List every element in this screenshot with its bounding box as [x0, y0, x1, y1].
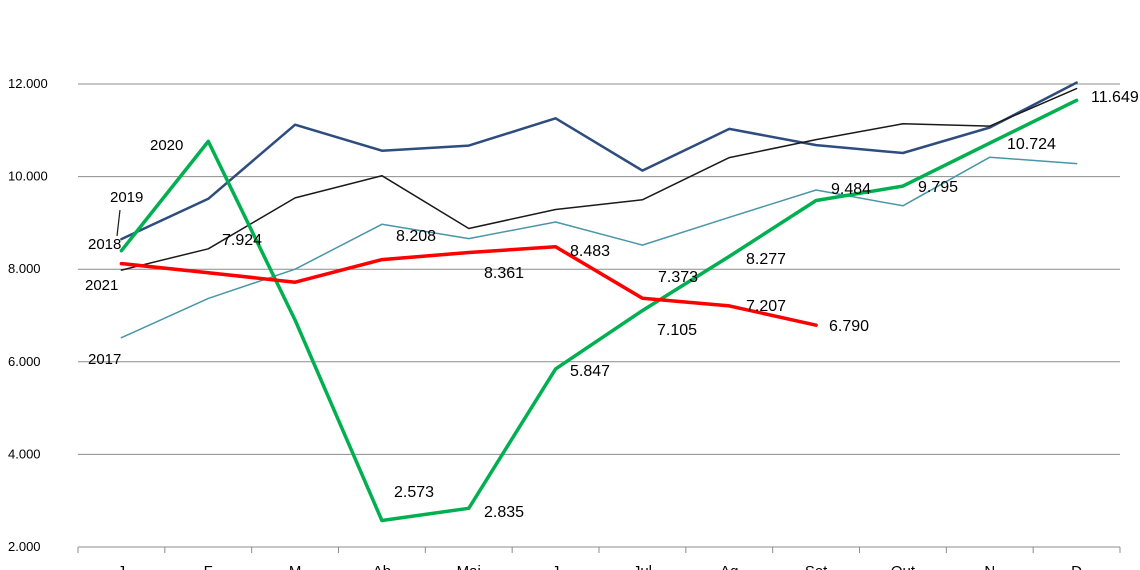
x-tick-label: F [204, 563, 213, 570]
series-line-2018 [120, 81, 1078, 241]
series-line-2021 [119, 245, 818, 327]
x-tick-label: J [552, 563, 560, 570]
x-tick-label: Out [891, 563, 916, 570]
x-tick-label: N [984, 563, 995, 570]
y-tick-label: 2.000 [8, 539, 41, 554]
data-label: 9.795 [918, 179, 958, 196]
series-name-label: 2021 [85, 277, 118, 294]
data-label: 2.835 [484, 504, 524, 521]
data-label: 7.924 [222, 232, 262, 249]
axes: 2.000 4.000 6.000 8.000 10.000 12.000 J F M Ab Mai… [8, 76, 1121, 570]
data-label: 5.847 [570, 363, 610, 380]
data-label: 8.208 [396, 228, 436, 245]
data-label: 10.724 [1007, 136, 1056, 153]
leader-line [116, 209, 121, 237]
data-label: 7.373 [658, 269, 698, 286]
series-name-label: 2018 [88, 236, 121, 253]
series-name-label: 2017 [88, 351, 121, 368]
data-label: 11.649 [1091, 89, 1139, 106]
data-label: 8.361 [484, 265, 524, 282]
gridlines [78, 83, 1120, 455]
data-label: 2.573 [394, 484, 434, 501]
x-tick-label: Jul [633, 563, 652, 570]
series-lines [119, 81, 1079, 523]
y-tick-label: 6.000 [8, 354, 41, 369]
x-tick-label: D [1071, 563, 1082, 570]
y-tick-label: 4.000 [8, 446, 41, 461]
data-label: 9.484 [831, 181, 871, 198]
x-tick-label: J [118, 563, 126, 570]
x-tick-label: Ab [373, 563, 391, 570]
series-line-2019 [120, 87, 1078, 271]
data-label: 8.277 [746, 251, 786, 268]
data-label: 7.207 [746, 298, 786, 315]
data-label: 8.483 [570, 243, 610, 260]
data-labels: 7.924 8.208 8.361 8.483 7.373 7.207 6.790 2.573… [222, 89, 1139, 521]
y-tick-label: 12.000 [8, 76, 48, 91]
x-tick-label: Mai [457, 563, 481, 570]
x-tick-label: Ag [720, 563, 738, 570]
y-tick-label: 10.000 [8, 169, 48, 184]
series-name-label: 2020 [150, 137, 183, 154]
series-labels: 2020 2019 2018 2021 2017 [85, 137, 183, 368]
data-label: 7.105 [657, 322, 697, 339]
series-name-label: 2019 [110, 189, 143, 206]
series-line-2020 [119, 98, 1079, 523]
y-tick-label: 8.000 [8, 261, 41, 276]
data-label: 6.790 [829, 318, 869, 335]
x-tick-label: Set [805, 563, 828, 570]
x-tick-label: M [289, 563, 302, 570]
series-line-2017 [120, 156, 1078, 339]
